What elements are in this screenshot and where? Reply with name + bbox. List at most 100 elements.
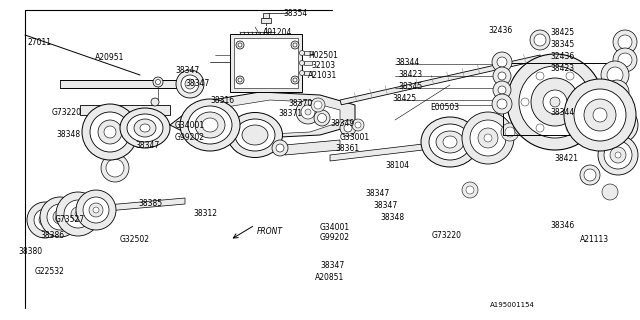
Text: E00503: E00503 (430, 102, 459, 111)
Circle shape (98, 120, 122, 144)
Text: 38312: 38312 (193, 209, 217, 218)
Circle shape (300, 60, 305, 66)
Circle shape (584, 99, 616, 131)
Text: G22532: G22532 (35, 267, 65, 276)
Text: 38385: 38385 (138, 198, 162, 207)
Circle shape (610, 85, 624, 99)
Circle shape (238, 43, 242, 47)
Circle shape (76, 190, 116, 230)
Text: 27011: 27011 (27, 37, 51, 46)
Circle shape (584, 169, 596, 181)
Circle shape (236, 41, 244, 49)
Ellipse shape (235, 119, 275, 151)
Circle shape (493, 67, 511, 85)
Circle shape (618, 53, 632, 67)
Polygon shape (190, 100, 340, 136)
Text: 38347: 38347 (320, 260, 344, 269)
Circle shape (518, 124, 526, 132)
Circle shape (484, 134, 492, 142)
Circle shape (462, 182, 478, 198)
Bar (261, 18, 271, 23)
Circle shape (498, 72, 506, 80)
Circle shape (291, 41, 299, 49)
Polygon shape (96, 198, 185, 212)
Circle shape (566, 124, 574, 132)
Circle shape (314, 110, 330, 126)
Circle shape (151, 98, 159, 106)
Circle shape (613, 48, 637, 72)
Circle shape (493, 81, 511, 99)
Ellipse shape (202, 118, 218, 132)
Circle shape (106, 159, 124, 177)
Circle shape (185, 79, 195, 89)
Text: 38344: 38344 (550, 108, 574, 116)
Circle shape (291, 76, 299, 84)
Circle shape (64, 200, 92, 228)
Text: 38421: 38421 (554, 154, 578, 163)
Circle shape (43, 218, 47, 222)
Circle shape (602, 107, 638, 143)
Text: 38349: 38349 (330, 118, 355, 127)
Text: 38347: 38347 (135, 140, 159, 149)
Circle shape (550, 97, 560, 107)
Circle shape (352, 119, 364, 131)
Circle shape (615, 152, 621, 158)
Text: A91204: A91204 (263, 28, 292, 36)
Text: 38347: 38347 (365, 189, 389, 198)
Circle shape (543, 90, 567, 114)
Circle shape (296, 100, 320, 124)
Text: 38425: 38425 (550, 28, 574, 36)
Circle shape (104, 126, 116, 138)
Polygon shape (170, 92, 355, 140)
Ellipse shape (140, 124, 150, 132)
Text: 38346: 38346 (550, 220, 574, 229)
Circle shape (498, 86, 506, 94)
Text: G99202: G99202 (320, 234, 350, 243)
Text: G32502: G32502 (120, 236, 150, 244)
Circle shape (530, 30, 550, 50)
Polygon shape (80, 105, 170, 115)
Circle shape (40, 197, 80, 237)
Circle shape (34, 209, 56, 231)
Circle shape (581, 98, 589, 106)
Circle shape (314, 101, 322, 109)
Circle shape (355, 122, 361, 128)
Circle shape (53, 210, 67, 224)
Ellipse shape (429, 124, 471, 160)
Circle shape (71, 207, 85, 221)
Ellipse shape (188, 106, 232, 144)
Circle shape (462, 112, 514, 164)
Ellipse shape (227, 113, 282, 157)
Circle shape (344, 124, 352, 132)
Text: G34001: G34001 (320, 223, 350, 233)
Circle shape (39, 214, 51, 226)
Circle shape (610, 147, 626, 163)
Text: G73220: G73220 (52, 108, 82, 116)
Circle shape (566, 72, 574, 80)
Bar (304, 71, 312, 75)
Text: FRONT: FRONT (257, 228, 283, 236)
Circle shape (574, 89, 626, 141)
Ellipse shape (120, 108, 170, 148)
Circle shape (317, 114, 326, 123)
Circle shape (505, 127, 515, 137)
Bar (234, 38, 298, 88)
Text: A195001154: A195001154 (490, 302, 535, 308)
Circle shape (507, 54, 603, 150)
Text: 32103: 32103 (311, 60, 335, 69)
Circle shape (478, 128, 498, 148)
Bar (503, 63, 606, 135)
Text: 38344: 38344 (395, 58, 419, 67)
Polygon shape (60, 80, 195, 88)
Circle shape (47, 204, 73, 230)
Circle shape (492, 94, 512, 114)
Circle shape (300, 70, 305, 76)
Circle shape (607, 67, 623, 83)
Text: 38347: 38347 (373, 201, 397, 210)
Polygon shape (330, 142, 440, 161)
Circle shape (536, 72, 544, 80)
Circle shape (608, 113, 632, 137)
Text: G33001: G33001 (340, 132, 370, 141)
Bar (230, 34, 302, 92)
Circle shape (293, 78, 297, 82)
